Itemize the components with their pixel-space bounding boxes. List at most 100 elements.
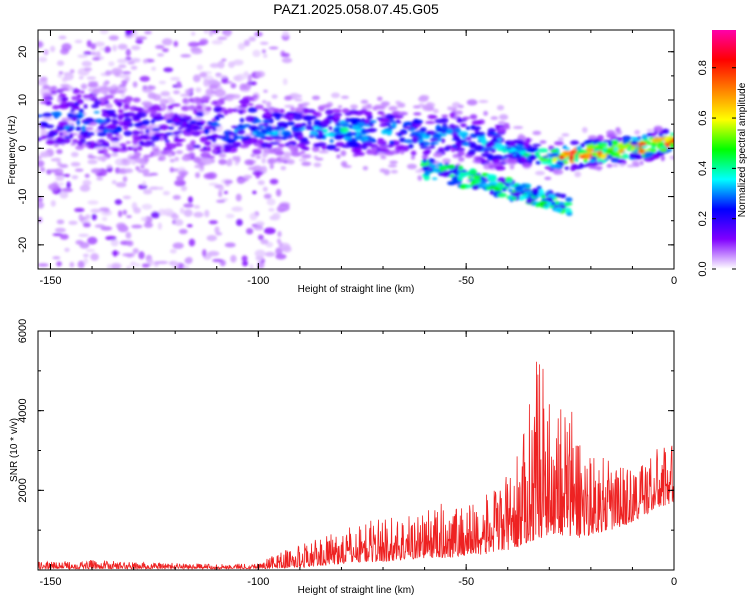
heatmap-cell [535, 170, 545, 176]
heatmap-cell [417, 175, 423, 181]
heatmap-cell [241, 255, 248, 262]
heatmap-cell [104, 46, 111, 53]
heatmap-cell [255, 131, 262, 135]
heatmap-cell [618, 148, 625, 154]
heatmap-cell [505, 141, 510, 147]
heatmap-cell [638, 141, 647, 146]
heatmap-cell [246, 228, 254, 235]
heatmap-cell [88, 88, 94, 92]
heatmap-cell [286, 121, 295, 126]
heatmap-cell [110, 239, 119, 247]
heatmap-cell [279, 156, 291, 160]
heatmap-cell [191, 130, 201, 137]
heatmap-cell [294, 125, 303, 129]
heatmap-cell [525, 197, 532, 200]
heatmap-cell [488, 161, 494, 166]
heatmap-cell [403, 139, 414, 144]
heatmap-cell [125, 30, 135, 35]
heatmap-cell [224, 31, 231, 37]
heatmap-cell [199, 71, 208, 78]
heatmap-cell [397, 111, 409, 116]
heatmap-cell [574, 153, 580, 159]
heatmap-cell [192, 144, 201, 149]
heatmap-cell [378, 144, 388, 149]
heatmap-cell [413, 112, 422, 116]
heatmap-cell [214, 226, 220, 234]
heatmap-cell [105, 103, 113, 109]
heatmap-cell [152, 152, 157, 157]
heatmap-cell [238, 124, 244, 128]
heatmap-cell [466, 99, 478, 106]
x-tick-label: -50 [458, 275, 474, 287]
heatmap-cell [223, 190, 228, 195]
heatmap-cell [142, 85, 148, 90]
heatmap-cell [224, 180, 233, 184]
heatmap-cell [274, 150, 285, 156]
heatmap-cell [203, 128, 210, 135]
heatmap-cell [457, 151, 465, 156]
heatmap-cell [315, 129, 321, 132]
heatmap-cell [300, 150, 306, 154]
heatmap-cell [118, 64, 127, 69]
heatmap-cell [384, 151, 395, 156]
heatmap-cell [124, 168, 134, 173]
heatmap-cell [83, 67, 93, 72]
heatmap-cell [669, 142, 674, 149]
heatmap-cell [351, 132, 357, 136]
heatmap-cell [190, 140, 196, 146]
heatmap-cell [421, 104, 432, 110]
heatmap-cell [45, 100, 53, 106]
heatmap-cell [87, 159, 98, 165]
heatmap-cell [228, 158, 233, 163]
heatmap-cell [357, 122, 365, 127]
heatmap-cell [555, 206, 563, 213]
heatmap-cell [597, 161, 604, 165]
heatmap-cell [272, 212, 281, 221]
heatmap-cell [233, 75, 240, 81]
heatmap-cell [130, 65, 138, 70]
heatmap-cell [108, 61, 115, 67]
heatmap-cell [308, 134, 315, 138]
heatmap-cell [207, 250, 220, 257]
heatmap-cell [480, 139, 487, 143]
heatmap-cell [399, 137, 406, 143]
heatmap-cell [204, 141, 212, 146]
heatmap-cell [252, 190, 257, 195]
heatmap-cell [109, 88, 117, 95]
heatmap-cell [336, 154, 341, 159]
heatmap-cell [85, 141, 92, 145]
heatmap-cell [442, 158, 451, 164]
heatmap-cell [242, 260, 249, 267]
heatmap-cell [135, 166, 140, 171]
heatmap-cell [492, 132, 499, 136]
heatmap-cell [296, 143, 306, 148]
heatmap-cell [255, 70, 265, 78]
heatmap-cell [283, 151, 292, 158]
heatmap-cell [143, 102, 154, 107]
heatmap-cell [489, 189, 495, 195]
heatmap-cell [203, 79, 210, 87]
heatmap-cell [427, 114, 438, 120]
heatmap-cell [252, 170, 264, 176]
heatmap-cell [167, 105, 174, 110]
heatmap-cell [650, 141, 658, 148]
heatmap-cell [314, 133, 326, 140]
heatmap-cell [275, 253, 287, 260]
heatmap-cell [174, 138, 186, 142]
heatmap-cell [271, 112, 282, 117]
heatmap-cell [467, 140, 472, 144]
heatmap-cell [183, 153, 195, 157]
heatmap-cell [150, 104, 162, 111]
heatmap-cell [182, 265, 190, 269]
heatmap-cell [254, 249, 266, 258]
heatmap-cell [557, 137, 564, 142]
heatmap-cell [78, 213, 84, 222]
heatmap-cell [492, 159, 500, 164]
heatmap-cell [83, 127, 94, 131]
heatmap-cell [172, 195, 181, 200]
heatmap-cell [105, 235, 117, 241]
heatmap-cell [465, 126, 470, 131]
heatmap-cell [59, 138, 71, 144]
heatmap-cell [266, 198, 276, 206]
heatmap-cell [275, 247, 283, 256]
